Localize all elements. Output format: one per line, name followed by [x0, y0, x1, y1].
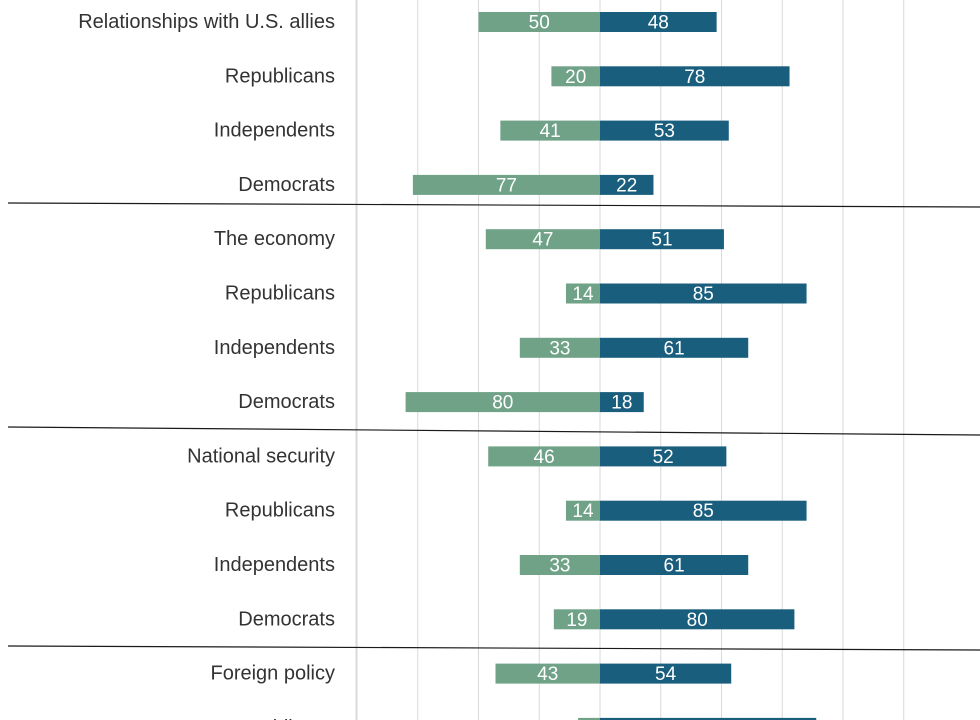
data-label-negative: 47	[532, 230, 553, 251]
category-label: Relationships with U.S. allies	[78, 11, 335, 33]
bar-negative	[488, 446, 600, 467]
bar-negative	[519, 337, 600, 358]
data-label-negative: 14	[572, 501, 594, 522]
bar-positive	[600, 500, 807, 521]
group-separator	[7, 202, 980, 208]
bar-negative	[519, 555, 600, 575]
category-label: Republicans	[225, 65, 335, 87]
bar-negative	[412, 174, 600, 195]
bar-positive	[600, 609, 795, 630]
bar-positive	[600, 392, 644, 413]
bar-positive	[600, 66, 790, 87]
bar-negative	[478, 12, 600, 32]
bars: 50 48 20 78 41 53 77 22 47 51 14 85 33 61 80 18 46 52 14 85…	[405, 12, 817, 720]
group-separators	[7, 202, 980, 651]
data-label-positive: 51	[651, 230, 672, 251]
data-label-negative: 46	[534, 447, 555, 468]
data-label-positive: 80	[687, 610, 708, 631]
bar-negative	[565, 283, 600, 304]
data-label-positive: 22	[616, 175, 637, 196]
data-label-positive: 85	[693, 501, 714, 522]
bar-positive	[600, 337, 749, 358]
data-label-negative: 50	[529, 13, 550, 34]
data-label-positive: 85	[693, 284, 714, 305]
bar-negative	[553, 609, 600, 630]
data-label-positive: 18	[611, 393, 632, 414]
category-label: Republicans	[225, 717, 335, 720]
category-label: Republicans	[225, 283, 335, 305]
bar-positive	[600, 283, 807, 304]
group-separator	[7, 645, 980, 651]
bar-positive	[600, 717, 817, 720]
bar-positive	[600, 446, 727, 467]
bar-negative	[405, 392, 600, 413]
data-label-positive: 54	[655, 664, 677, 685]
bar-positive	[600, 663, 732, 684]
category-label: Democrats	[238, 608, 335, 630]
data-label-positive: 89	[698, 718, 719, 720]
bar-positive	[600, 12, 717, 32]
data-label-negative: 33	[549, 556, 570, 577]
data-label-negative: 33	[549, 338, 570, 359]
data-label-positive: 48	[648, 13, 669, 34]
bar-negative	[551, 66, 600, 87]
data-label-negative: 14	[572, 284, 594, 305]
data-label-negative: 41	[540, 121, 561, 142]
data-label-positive: 61	[664, 556, 685, 577]
category-label: Democrats	[238, 174, 335, 196]
bar-positive	[600, 229, 724, 250]
data-label-negative: 43	[537, 664, 558, 685]
gridlines	[355, 0, 905, 720]
category-labels: Relationships with U.S. allies Republican…	[78, 11, 335, 720]
category-label: Independents	[214, 337, 335, 359]
data-label-negative: 80	[492, 393, 513, 414]
data-label-negative: 77	[496, 175, 517, 196]
data-label-negative: 19	[566, 610, 587, 631]
data-label-positive: 61	[664, 338, 685, 359]
bar-negative	[565, 500, 600, 521]
data-label-positive: 52	[653, 447, 674, 468]
data-label-negative: 20	[565, 67, 586, 88]
data-label-positive: 78	[684, 67, 705, 88]
category-label: National security	[187, 445, 335, 467]
bar-positive	[600, 174, 654, 195]
data-label-negative: 9	[584, 718, 595, 720]
category-label: The economy	[214, 228, 335, 250]
bar-positive	[600, 120, 729, 141]
bar-negative	[500, 120, 600, 141]
category-label: Democrats	[238, 391, 335, 413]
bar-negative	[485, 229, 600, 250]
category-label: Republicans	[225, 500, 335, 522]
data-label-positive: 53	[654, 121, 675, 142]
category-label: Independents	[214, 554, 335, 576]
bar-positive	[600, 555, 749, 575]
category-label: Foreign policy	[210, 663, 335, 685]
bar-negative	[495, 663, 600, 684]
group-separator	[7, 426, 980, 436]
category-label: Independents	[214, 120, 335, 142]
bar-negative	[578, 717, 600, 720]
